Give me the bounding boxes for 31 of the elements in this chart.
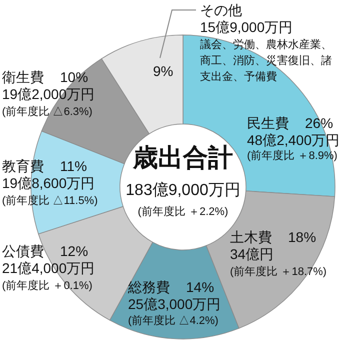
- text: 支出金、予備費: [200, 70, 277, 83]
- slice-label: 公債費: [2, 243, 44, 259]
- data-label: 12%: [60, 243, 88, 259]
- text: 歳出合計: [132, 144, 233, 172]
- slice-label: 土木費: [230, 229, 272, 245]
- text: 183億9,000万円: [126, 181, 240, 199]
- text: 商工、消防、災害復旧、諸: [200, 54, 332, 67]
- data-label: 10%: [60, 69, 88, 85]
- text: 議会、労働、農林水産業、: [200, 38, 332, 51]
- text: (前年度比 △6.3%): [2, 105, 92, 118]
- slice-label: 総務費: [127, 279, 170, 295]
- slice-label: その他: [200, 2, 242, 18]
- text: (前年度比 ＋0.1%): [2, 279, 92, 292]
- data-label: 9%: [153, 63, 174, 79]
- slice-label: 衛生費: [2, 69, 44, 85]
- text: 34億円: [230, 246, 274, 262]
- slice-label: 教育費: [2, 158, 44, 174]
- slice-label: 民生費: [247, 115, 289, 131]
- data-label: 14%: [186, 279, 214, 295]
- text: (前年度比 △11.5%): [2, 194, 98, 207]
- text: 19億2,000万円: [2, 86, 95, 102]
- text: 21億4,000万円: [2, 260, 95, 276]
- text: 25億3,000万円: [128, 296, 221, 312]
- text: 19億8,600万円: [2, 175, 95, 191]
- data-label: 11%: [60, 158, 87, 174]
- text: (前年度比 ＋18.7%): [230, 265, 327, 278]
- data-label: 18%: [288, 229, 316, 245]
- text: 15億9,000万円: [200, 19, 293, 35]
- text: (前年度比 ＋2.2%): [138, 205, 228, 218]
- text: (前年度比 △4.2%): [128, 314, 218, 327]
- text: 48億2,400万円: [247, 132, 340, 148]
